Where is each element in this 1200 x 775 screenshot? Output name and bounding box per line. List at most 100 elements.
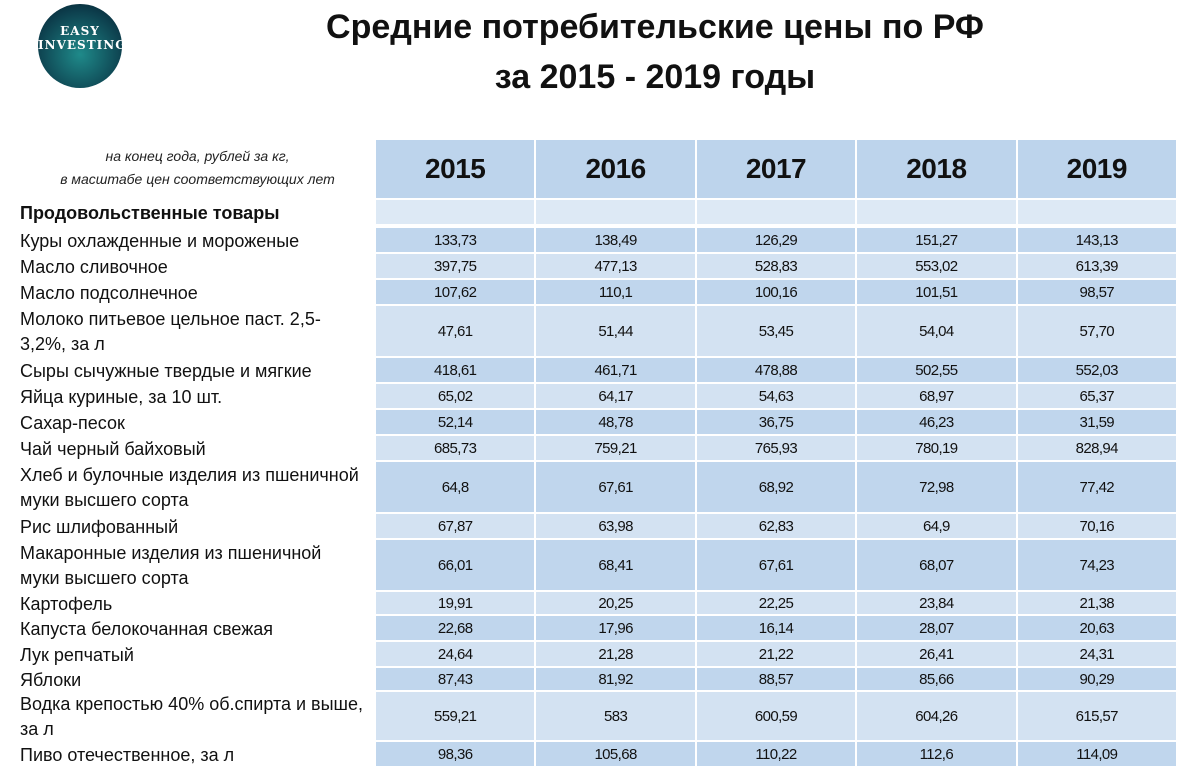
- row-label: Куры охлажденные и мороженые: [20, 230, 300, 251]
- value-cell: 143,13: [1017, 228, 1176, 252]
- value-cell: 68,97: [857, 384, 1016, 408]
- value-cell: 88,57: [696, 668, 856, 690]
- value-cell: 105,68: [536, 742, 695, 766]
- row-label: Молоко питьевое цельное паст. 2,5-3,2%, …: [20, 309, 321, 354]
- value-cell: 759,21: [536, 436, 695, 460]
- row-label: Сыры сычужные твердые и мягкие: [20, 360, 312, 381]
- value-cell: 57,70: [1017, 306, 1176, 356]
- value-cell: 478,88: [696, 358, 856, 382]
- value-cell: 62,83: [696, 514, 856, 538]
- value-cell: 553,02: [857, 254, 1016, 278]
- value-cell: 90,29: [1017, 668, 1176, 690]
- value-cell: 780,19: [857, 436, 1016, 460]
- value-cell: 604,26: [857, 692, 1016, 740]
- value-cell: 22,68: [376, 616, 535, 640]
- value-cell: 81,92: [536, 668, 695, 690]
- value-cell: 68,07: [857, 540, 1016, 590]
- value-cell: 66,01: [376, 540, 535, 590]
- value-cell: 17,96: [536, 616, 695, 640]
- value-cell: 63,98: [536, 514, 695, 538]
- column-header: 2018: [857, 140, 1016, 198]
- value-cell: 528,83: [696, 254, 856, 278]
- value-cell: 36,75: [696, 410, 856, 434]
- value-cell: 110,1: [536, 280, 695, 304]
- value-cell: 77,42: [1017, 462, 1176, 512]
- row-label: Масло сливочное: [20, 256, 168, 277]
- value-cell: 397,75: [376, 254, 535, 278]
- value-cell: 54,04: [857, 306, 1016, 356]
- value-cell: 51,44: [536, 306, 695, 356]
- value-cell: 47,61: [376, 306, 535, 356]
- row-label: Капуста белокочанная свежая: [20, 618, 274, 639]
- value-cell: 133,73: [376, 228, 535, 252]
- value-cell: 87,43: [376, 668, 535, 690]
- value-cell: 23,84: [857, 592, 1016, 614]
- value-cell: 46,23: [857, 410, 1016, 434]
- value-cell: 16,14: [696, 616, 856, 640]
- value-cell: 477,13: [536, 254, 695, 278]
- row-label: Яблоки: [20, 669, 82, 690]
- value-cell: 552,03: [1017, 358, 1176, 382]
- row-label: Водка крепостью 40% об.спирта и выше, за…: [20, 694, 364, 739]
- logo-text: EASY: [60, 24, 100, 38]
- value-cell: 85,66: [857, 668, 1016, 690]
- value-cell: 126,29: [696, 228, 856, 252]
- value-cell: 26,41: [857, 642, 1016, 666]
- value-cell: 68,92: [696, 462, 856, 512]
- value-cell: 24,31: [1017, 642, 1176, 666]
- row-label: Масло подсолнечное: [20, 282, 198, 303]
- row-label: Сахар-песок: [20, 412, 125, 433]
- value-cell: 74,23: [1017, 540, 1176, 590]
- note: в масштабе цен соответствующих лет: [60, 171, 335, 187]
- value-cell: 101,51: [857, 280, 1016, 304]
- row-label: Лук репчатый: [20, 644, 134, 665]
- value-cell: 67,61: [536, 462, 695, 512]
- value-cell: 48,78: [536, 410, 695, 434]
- section-label: Продовольственные товары: [20, 202, 280, 223]
- value-cell: 65,02: [376, 384, 535, 408]
- column-header: 2019: [1017, 140, 1176, 198]
- value-cell: 112,6: [857, 742, 1016, 766]
- value-cell: 31,59: [1017, 410, 1176, 434]
- value-cell: 24,64: [376, 642, 535, 666]
- value-cell: 67,87: [376, 514, 535, 538]
- row-label: Макаронные изделия из пшеничной муки выс…: [20, 543, 322, 588]
- logo: EASY INVESTING: [38, 4, 127, 88]
- value-cell: 600,59: [696, 692, 856, 740]
- value-cell: 98,57: [1017, 280, 1176, 304]
- value-cell: 21,22: [696, 642, 856, 666]
- value-cell: 20,25: [536, 592, 695, 614]
- value-cell: 100,16: [696, 280, 856, 304]
- value-cell: 114,09: [1017, 742, 1176, 766]
- value-cell: 64,8: [376, 462, 535, 512]
- value-cell: 765,93: [696, 436, 856, 460]
- value-cell: 22,25: [696, 592, 856, 614]
- row-label: Чай черный байховый: [20, 438, 206, 459]
- section-cell: [857, 200, 1016, 224]
- value-cell: 98,36: [376, 742, 535, 766]
- section-cell: [376, 200, 535, 224]
- note: на конец года, рублей за кг,: [105, 148, 290, 164]
- value-cell: 615,57: [1017, 692, 1176, 740]
- value-cell: 68,41: [536, 540, 695, 590]
- logo-text: INVESTING: [38, 38, 127, 52]
- value-cell: 559,21: [376, 692, 535, 740]
- value-cell: 67,61: [696, 540, 856, 590]
- value-cell: 110,22: [696, 742, 856, 766]
- value-cell: 53,45: [696, 306, 856, 356]
- column-header: 2015: [376, 140, 535, 198]
- value-cell: 685,73: [376, 436, 535, 460]
- section-cell: [696, 200, 856, 224]
- title: за 2015 - 2019 годы: [494, 58, 816, 96]
- value-cell: 19,91: [376, 592, 535, 614]
- value-cell: 828,94: [1017, 436, 1176, 460]
- value-cell: 64,17: [536, 384, 695, 408]
- value-cell: 64,9: [857, 514, 1016, 538]
- row-label: Картофель: [20, 593, 113, 614]
- section-cell: [1017, 200, 1176, 224]
- value-cell: 418,61: [376, 358, 535, 382]
- row-label: Яйца куриные, за 10 шт.: [20, 386, 223, 407]
- row-label: Рис шлифованный: [20, 516, 179, 537]
- value-cell: 20,63: [1017, 616, 1176, 640]
